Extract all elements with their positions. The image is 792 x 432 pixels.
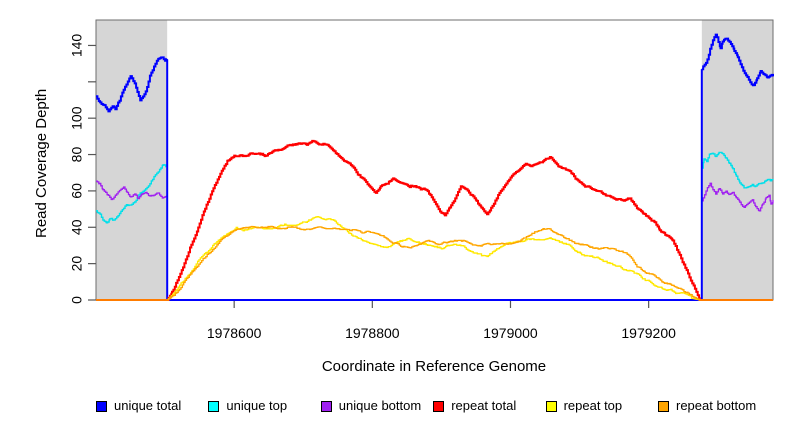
legend-swatch-icon [658, 400, 669, 412]
series-unique-total [96, 33, 774, 301]
legend-swatch-icon [545, 400, 557, 412]
legend-label: repeat bottom [676, 398, 757, 413]
y-tick-label: 60 [69, 183, 85, 199]
legend-swatch-icon [320, 400, 332, 412]
legend-item-unique-bottom: unique bottom [320, 398, 422, 413]
legend-swatch-icon [433, 400, 445, 412]
legend-swatch-icon [96, 400, 107, 412]
legend-item-repeat-top: repeat top [545, 398, 623, 413]
series-repeat-bottom [96, 225, 773, 301]
plot-area: 1978600 1978800 1979000 1979200 0 20 40 60 80 100… [69, 19, 774, 341]
legend-swatch-icon [208, 400, 220, 412]
legend-item-unique-top: unique top [208, 399, 287, 413]
shaded-region [701, 20, 773, 300]
series-unique-top [96, 151, 774, 301]
y-tick-label: 140 [69, 34, 85, 58]
x-axis-title: Coordinate in Reference Genome [321, 358, 547, 375]
legend-label: unique bottom [338, 398, 422, 413]
x-tick-label: 1979000 [483, 325, 538, 341]
legend-label: repeat total [451, 398, 517, 413]
series-repeat-total [96, 139, 773, 301]
legend-label: repeat top [563, 398, 623, 413]
legend: unique total unique top unique bottom repea… [0, 399, 792, 415]
legend-label: unique top [226, 398, 288, 413]
legend-item-unique-total: unique total [96, 399, 181, 413]
y-tick-label: 100 [69, 106, 85, 130]
x-axis-title-wrap: Coordinate in Reference Genome [0, 358, 792, 375]
x-tick-label: 1978800 [345, 325, 400, 341]
y-tick-label: 40 [69, 219, 85, 235]
x-tick-label: 1978600 [207, 325, 262, 341]
plot-box [95, 19, 774, 301]
legend-item-repeat-total: repeat total [433, 399, 516, 413]
y-tick-label: 80 [69, 147, 85, 163]
y-tick-label: 20 [69, 256, 85, 272]
x-tick-label: 1979200 [621, 325, 676, 341]
legend-item-repeat-bottom: repeat bottom [658, 399, 756, 413]
legend-label: unique total [114, 398, 182, 413]
y-tick-label: 0 [69, 296, 85, 304]
y-axis-title: Read Coverage Depth [33, 88, 50, 238]
